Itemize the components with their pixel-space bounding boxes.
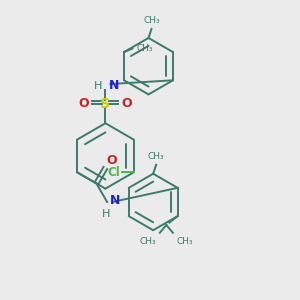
Text: H: H [102,208,110,218]
Text: O: O [107,154,117,166]
Text: S: S [100,97,110,111]
Text: CH₃: CH₃ [140,238,156,247]
Text: N: N [110,194,121,207]
Text: O: O [122,98,132,110]
Text: CH₃: CH₃ [148,152,164,161]
Text: CH₃: CH₃ [137,44,154,53]
Text: N: N [108,79,119,92]
Text: CH₃: CH₃ [176,238,193,247]
Text: Cl: Cl [107,166,120,179]
Text: CH₃: CH₃ [143,16,160,25]
Text: H: H [94,80,102,91]
Text: O: O [79,98,89,110]
